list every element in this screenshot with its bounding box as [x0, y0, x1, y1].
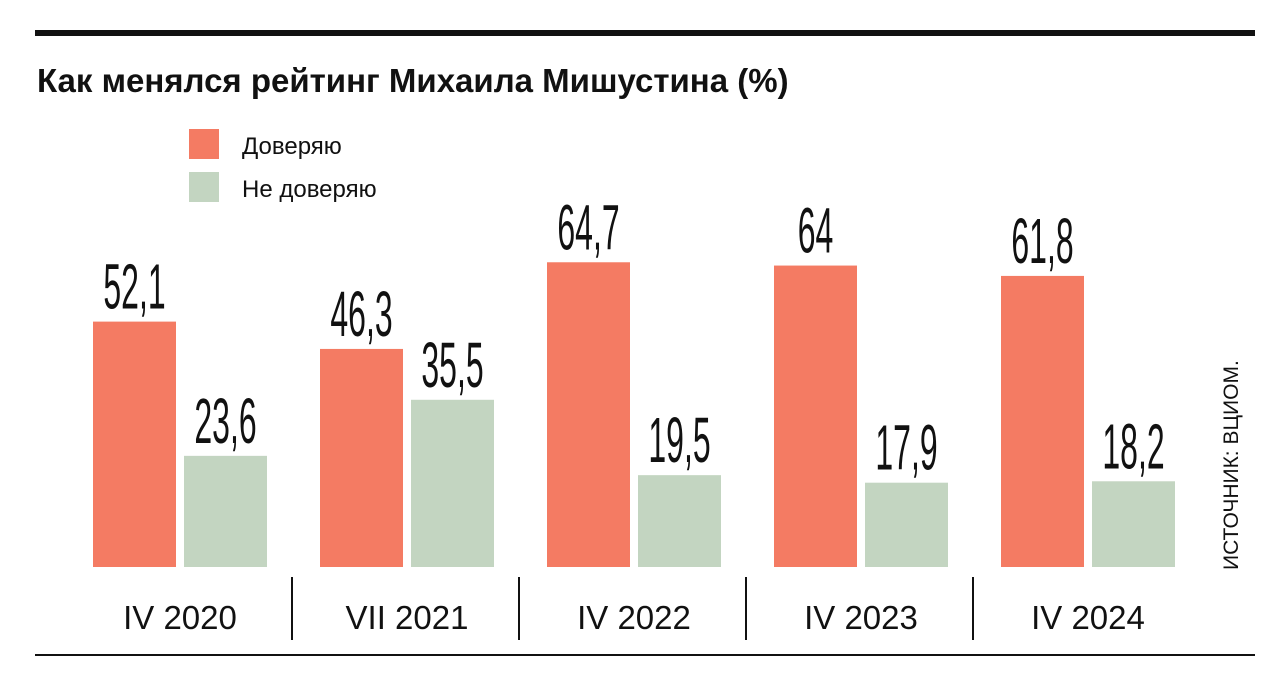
- bar: [93, 321, 176, 567]
- category-axis: IV 2020 VII 2021 IV 2022 IV 2023 IV 2024: [123, 577, 1145, 640]
- data-label: 61,8: [1011, 205, 1073, 277]
- category-label: IV 2022: [577, 599, 691, 636]
- bar: [1092, 481, 1175, 567]
- legend-label: Не доверяю: [242, 176, 377, 203]
- chart-title: Как менялся рейтинг Михаила Мишустина (%…: [37, 62, 789, 99]
- category-label: IV 2023: [804, 599, 918, 636]
- data-label: 23,6: [194, 385, 256, 457]
- source-note: ИСТОЧНИК: ВЦИОМ.: [1220, 360, 1243, 570]
- category-label: IV 2020: [123, 599, 237, 636]
- bar: [320, 348, 403, 567]
- category-separator: [745, 577, 747, 640]
- bottom-rule: [35, 654, 1255, 656]
- data-label: 64,7: [557, 191, 619, 263]
- data-label: 46,3: [330, 278, 392, 350]
- legend-label: Доверяю: [242, 133, 342, 160]
- bar: [638, 475, 721, 567]
- data-label: 18,2: [1102, 410, 1164, 482]
- bar: [547, 262, 630, 567]
- top-rule: [35, 30, 1255, 36]
- bar: [865, 482, 948, 567]
- legend-swatch: [189, 129, 219, 159]
- legend-swatch: [189, 172, 219, 202]
- bar: [774, 265, 857, 567]
- data-label: 64: [798, 194, 834, 266]
- bar: [411, 399, 494, 567]
- data-label: 19,5: [648, 404, 710, 476]
- category-separator: [291, 577, 293, 640]
- category-separator: [518, 577, 520, 640]
- data-label: 17,9: [875, 412, 937, 484]
- data-label: 35,5: [421, 329, 483, 401]
- category-label: VII 2021: [346, 599, 469, 636]
- category-label: IV 2024: [1031, 599, 1145, 636]
- bar: [1001, 275, 1084, 567]
- bar: [184, 455, 267, 567]
- data-label: 52,1: [103, 250, 165, 322]
- bars: 52,1 23,6 46,3 35,5 64,7 19,5 64 17,9 61,8 18,2: [93, 191, 1175, 567]
- category-separator: [972, 577, 974, 640]
- legend: Доверяю Не доверяю: [189, 129, 377, 203]
